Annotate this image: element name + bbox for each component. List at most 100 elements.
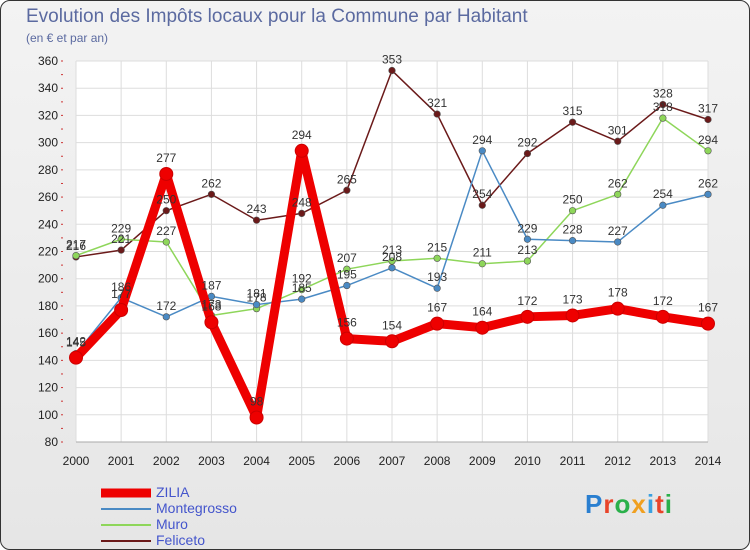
- data-point-zilia: [610, 301, 625, 316]
- data-label-muro: 229: [111, 221, 131, 235]
- brand-letter: i: [646, 489, 656, 519]
- y-tick-label: 260: [38, 190, 58, 204]
- data-point-montegrosso: [568, 237, 577, 245]
- axis-layer: 80 100 120 140 160 180 200 220 240 260 280 300 320 34…: [38, 54, 722, 468]
- data-label-muro: 227: [156, 224, 176, 238]
- data-point-feliceto: [568, 118, 577, 126]
- x-tick-label: 2008: [424, 454, 451, 468]
- data-label-zilia: 172: [517, 294, 537, 308]
- data-point-feliceto: [523, 149, 532, 158]
- data-point-feliceto: [343, 186, 351, 194]
- legend-label-muro: Muro: [156, 516, 188, 532]
- data-point-feliceto: [207, 190, 216, 198]
- data-point-montegrosso: [433, 284, 441, 292]
- data-point-muro: [433, 254, 441, 262]
- y-tick-label: 160: [38, 326, 58, 340]
- y-tick-label: 280: [38, 163, 58, 177]
- legend-swatch-zilia: [101, 488, 151, 498]
- data-label-zilia: 142: [66, 335, 86, 349]
- data-label-feliceto: 317: [698, 102, 718, 116]
- data-label-zilia: 98: [250, 395, 264, 409]
- data-point-feliceto: [252, 216, 261, 224]
- data-point-muro: [72, 251, 80, 260]
- data-point-muro: [162, 238, 170, 246]
- data-label-feliceto: 248: [292, 195, 312, 209]
- data-label-feliceto: 292: [517, 136, 537, 150]
- data-point-feliceto: [388, 66, 396, 75]
- data-point-montegrosso: [388, 264, 396, 272]
- x-tick-label: 2013: [650, 454, 677, 468]
- data-point-feliceto: [614, 137, 622, 145]
- data-label-feliceto: 301: [608, 123, 628, 137]
- y-tick-label: 220: [38, 245, 58, 259]
- data-point-zilia: [69, 350, 83, 365]
- x-tick-label: 2002: [153, 454, 180, 468]
- data-point-muro: [704, 147, 712, 155]
- x-tick-label: 2001: [108, 454, 135, 468]
- data-point-muro: [343, 265, 351, 273]
- data-point-feliceto: [433, 110, 441, 118]
- y-tick-label: 100: [38, 408, 58, 422]
- data-point-muro: [614, 190, 622, 198]
- x-tick-label: 2014: [695, 454, 722, 468]
- data-point-feliceto: [704, 115, 712, 124]
- data-label-muro: 178: [247, 291, 267, 305]
- data-label-zilia: 277: [156, 151, 176, 165]
- legend-label-montegrosso: Montegrosso: [156, 500, 237, 516]
- series-layer: [69, 66, 715, 425]
- data-point-zilia: [385, 334, 399, 349]
- data-point-montegrosso: [252, 300, 261, 309]
- data-point-montegrosso: [704, 190, 712, 198]
- data-point-zilia: [565, 308, 580, 323]
- data-label-feliceto: 328: [653, 87, 673, 101]
- data-label-montegrosso: 228: [563, 223, 583, 237]
- data-label-zilia: 294: [292, 128, 312, 142]
- legend-swatch-montegrosso: [101, 508, 151, 510]
- data-label-feliceto: 243: [247, 202, 267, 216]
- data-point-zilia: [475, 320, 490, 335]
- data-label-montegrosso: 181: [247, 287, 267, 301]
- y-tick-label: 200: [38, 272, 58, 286]
- y-tick-label: 340: [38, 81, 58, 95]
- data-label-montegrosso: 187: [201, 278, 221, 292]
- x-tick-label: 2000: [63, 454, 90, 468]
- data-point-muro: [298, 286, 306, 294]
- data-label-muro: 173: [201, 297, 221, 311]
- data-label-muro: 318: [653, 100, 673, 114]
- chart-subtitle: (en € et par an): [26, 31, 109, 45]
- x-tick-label: 2004: [243, 454, 270, 468]
- data-label-zilia: 178: [608, 286, 628, 300]
- brand-letter: o: [614, 489, 632, 519]
- data-label-zilia: 168: [201, 299, 221, 313]
- x-tick-label: 2007: [379, 454, 406, 468]
- brand-letter: t: [655, 489, 665, 519]
- data-point-zilia: [701, 316, 715, 331]
- x-tick-label: 2006: [334, 454, 361, 468]
- y-tick-label: 360: [38, 54, 58, 68]
- data-point-muro: [478, 260, 486, 268]
- chart-title: Evolution des Impôts locaux pour la Comm…: [26, 6, 528, 27]
- data-label-zilia: 167: [427, 301, 447, 315]
- data-point-zilia: [294, 143, 309, 158]
- data-label-montegrosso: 193: [427, 270, 447, 284]
- data-point-feliceto: [117, 246, 125, 254]
- data-label-feliceto: 216: [66, 239, 86, 253]
- data-point-montegrosso: [523, 235, 532, 243]
- x-tick-label: 2003: [198, 454, 225, 468]
- brand-letter: x: [631, 489, 647, 519]
- data-point-zilia: [204, 315, 219, 330]
- data-label-montegrosso: 227: [608, 224, 628, 238]
- data-point-feliceto: [298, 209, 306, 217]
- data-point-montegrosso: [162, 313, 170, 321]
- data-label-feliceto: 321: [427, 96, 447, 110]
- data-label-layer: 216 221 250 262 243 248 265 353 321 254 292 315 301 3…: [66, 53, 718, 409]
- data-label-muro: 211: [473, 246, 492, 260]
- data-label-zilia: 156: [337, 316, 357, 330]
- data-label-feliceto: 254: [472, 187, 492, 201]
- data-label-muro: 192: [292, 272, 312, 286]
- x-tick-label: 2010: [514, 454, 541, 468]
- data-label-montegrosso: 254: [653, 187, 673, 201]
- data-point-muro: [659, 114, 667, 122]
- data-label-zilia: 164: [472, 305, 492, 319]
- data-label-feliceto: 262: [201, 176, 221, 190]
